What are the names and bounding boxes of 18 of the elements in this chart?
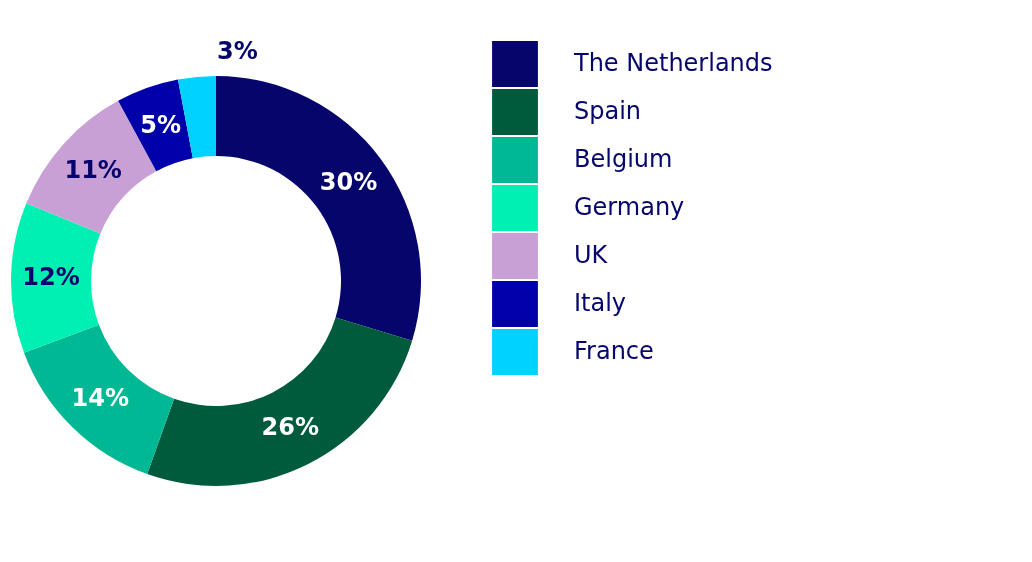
legend-label: Belgium [574, 145, 673, 173]
data-label: 14% [71, 383, 129, 412]
donut-slice [23, 324, 175, 475]
legend-label: Italy [574, 289, 627, 317]
legend-label: The Netherlands [573, 49, 773, 77]
data-label: 12% [22, 263, 80, 292]
data-label: 26% [261, 413, 319, 442]
legend-label: Germany [574, 193, 685, 221]
legend-label: Spain [574, 97, 642, 125]
donut-slice [216, 76, 421, 341]
legend-label: UK [574, 241, 609, 269]
data-label: 5% [140, 110, 182, 139]
legend-label: France [574, 337, 654, 365]
donut-slice [147, 317, 413, 486]
data-label: 11% [64, 155, 122, 184]
donut-slice [11, 203, 101, 353]
data-label: 3% [217, 37, 258, 65]
data-label: 30% [319, 167, 378, 196]
